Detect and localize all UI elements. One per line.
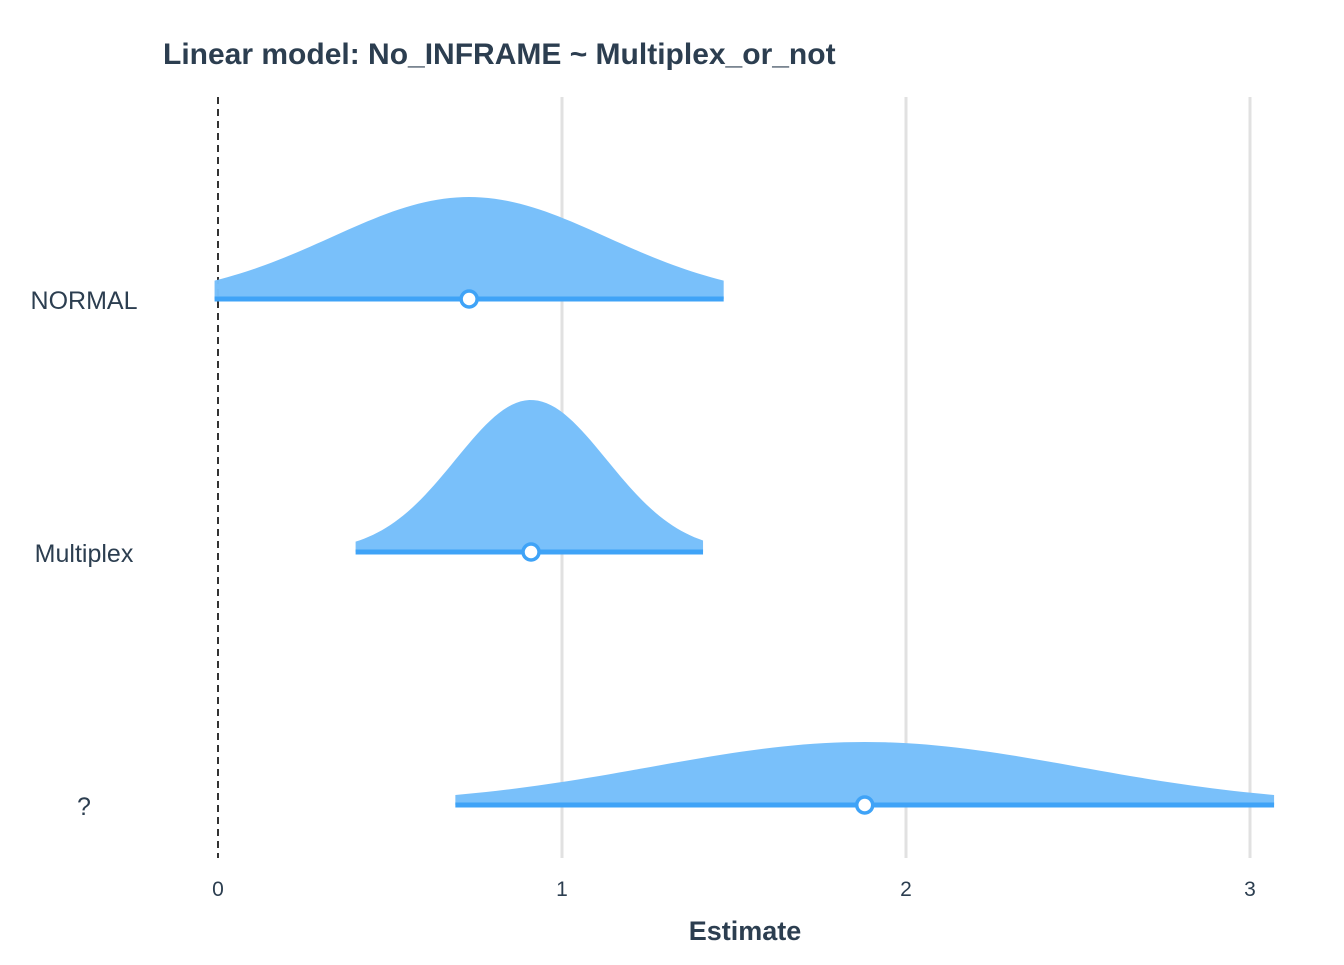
x-tick-label: 1: [556, 878, 568, 901]
category-label: Multiplex: [35, 540, 134, 568]
estimate-point-2: [854, 795, 875, 815]
category-labels: NORMAL Multiplex?: [31, 287, 138, 821]
density-0: [214, 197, 724, 299]
estimate-points: [459, 289, 875, 815]
estimate-point-0: [459, 289, 479, 309]
x-tick-labels: 0 1 2 3: [212, 878, 1256, 901]
x-tick-label: 2: [900, 878, 912, 901]
density-2: [455, 742, 1275, 805]
x-axis-title: Estimate: [689, 916, 802, 946]
chart-title: Linear model: No_INFRAME ~ Multiplex_or_…: [163, 38, 836, 71]
density-1: [355, 400, 704, 552]
estimate-point-1: [521, 542, 541, 562]
x-tick-label: 0: [212, 878, 224, 901]
category-label: NORMAL: [31, 287, 138, 315]
interval-lines: [214, 296, 1275, 808]
x-tick-label: 3: [1244, 878, 1256, 901]
density-curves: [214, 197, 1275, 805]
category-label: ?: [77, 793, 91, 821]
